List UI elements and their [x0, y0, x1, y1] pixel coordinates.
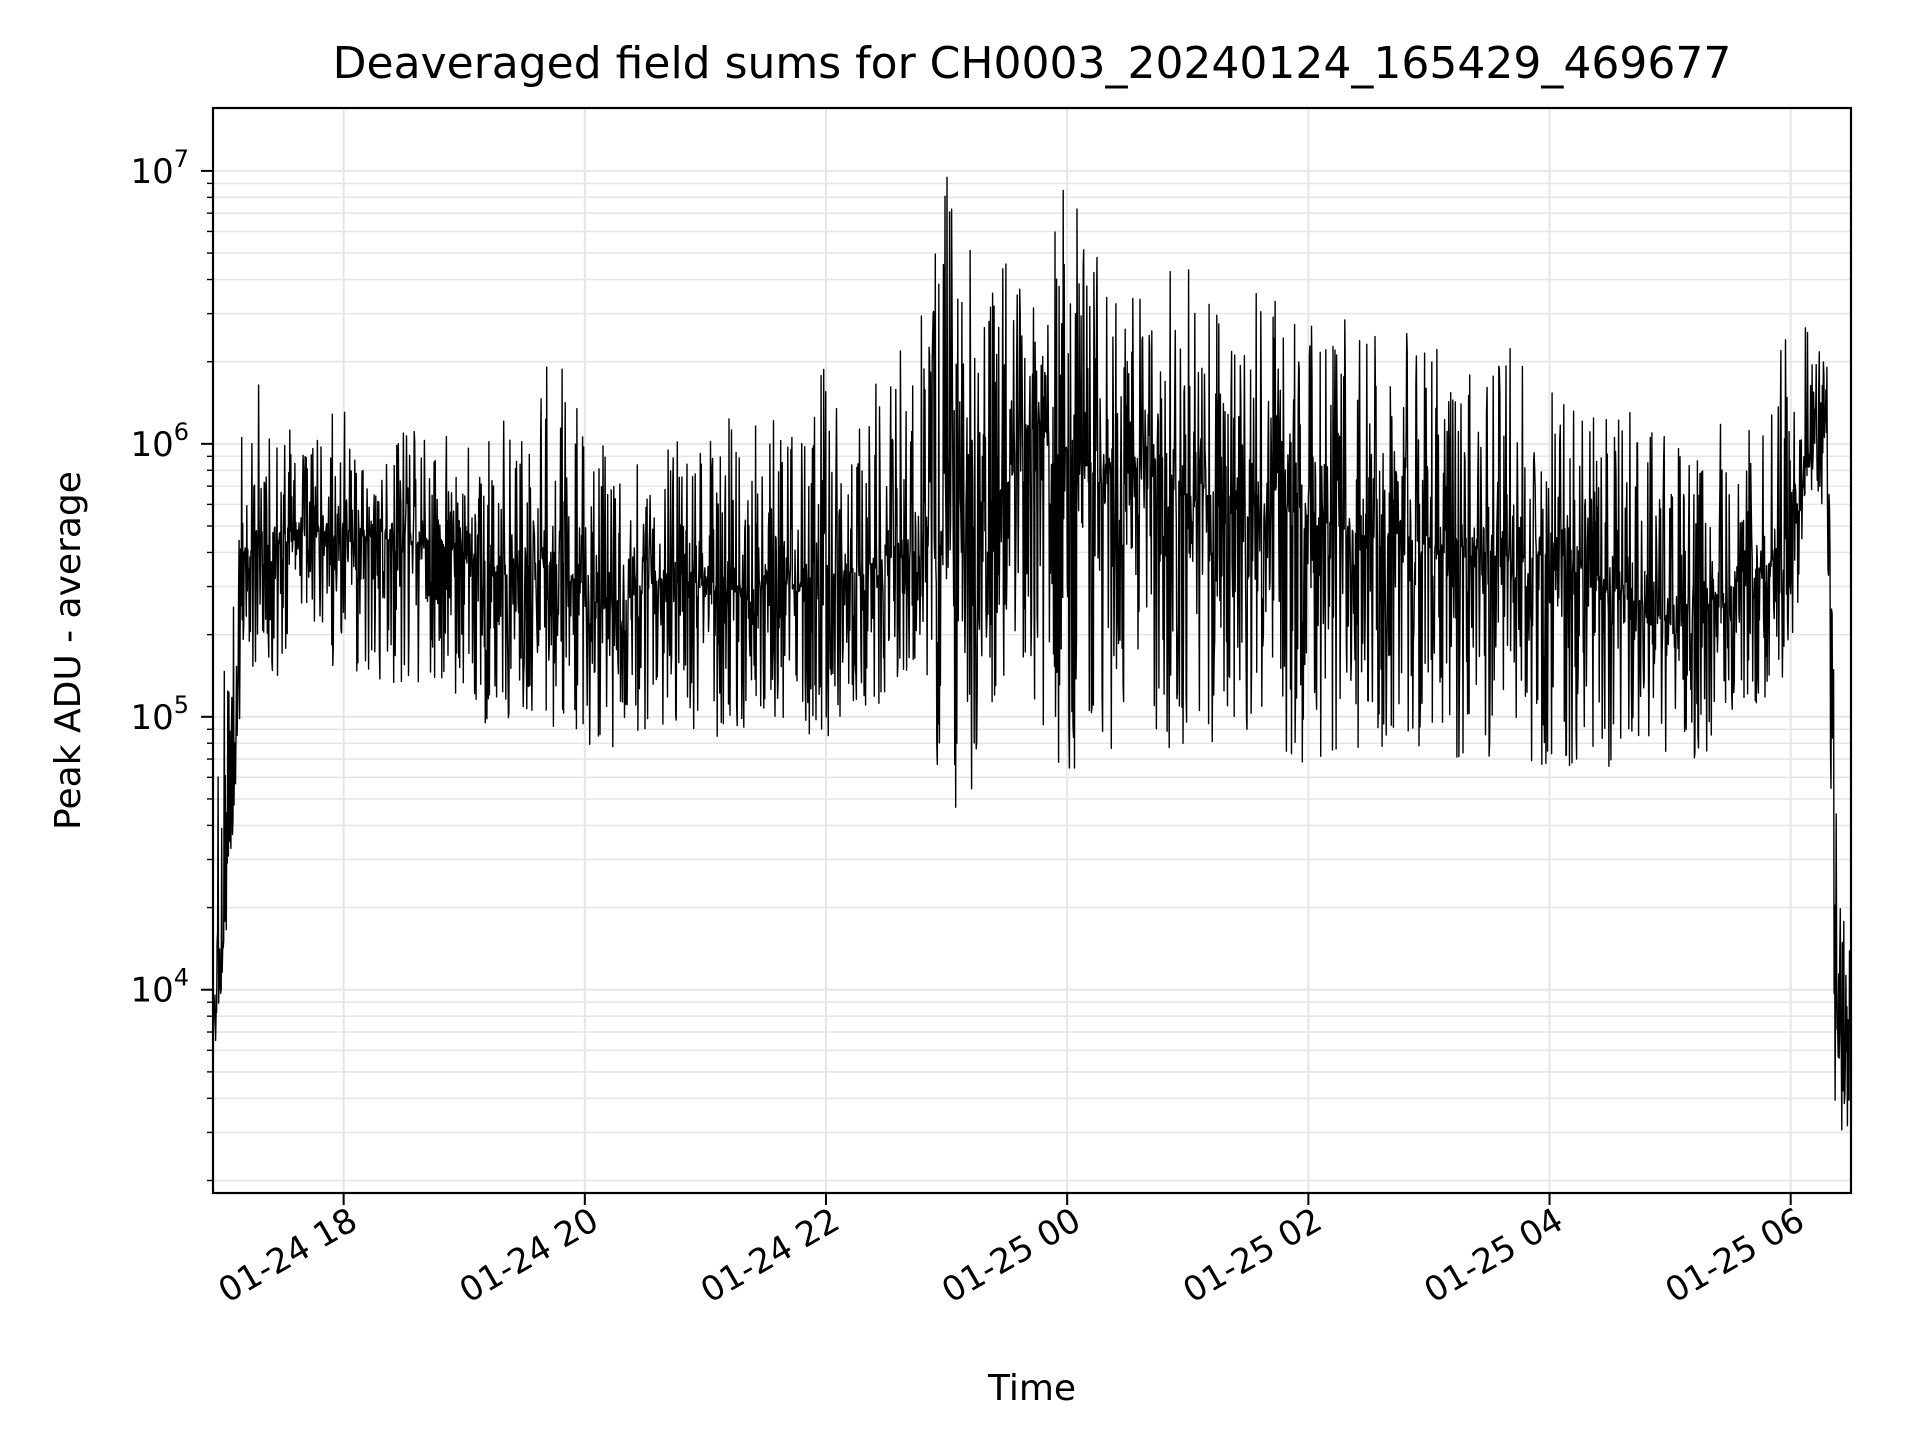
y-tick-base: 10	[130, 698, 173, 738]
y-tick-exponent: 7	[174, 145, 189, 173]
y-tick-label: 105	[130, 691, 189, 738]
y-tick-exponent: 4	[174, 964, 189, 992]
y-tick-label: 104	[130, 964, 189, 1011]
y-tick-label: 107	[130, 145, 189, 192]
y-tick-base: 10	[130, 152, 173, 192]
plot-area	[213, 176, 1851, 1131]
x-axis-label: Time	[987, 1368, 1076, 1409]
y-axis-label: Peak ADU - average	[48, 471, 89, 830]
y-tick-base: 10	[130, 971, 173, 1011]
grid	[213, 108, 1851, 1193]
y-tick-base: 10	[130, 425, 173, 465]
y-tick-exponent: 5	[174, 691, 189, 719]
series-line	[213, 176, 1851, 1131]
plot-frame	[211, 106, 1853, 1195]
y-tick-label: 106	[130, 418, 189, 465]
y-tick-exponent: 6	[174, 418, 189, 446]
chart-title: Deaveraged field sums for CH0003_2024012…	[333, 38, 1732, 89]
